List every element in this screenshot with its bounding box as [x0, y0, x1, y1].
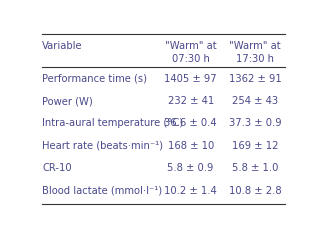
Text: 5.8 ± 0.9: 5.8 ± 0.9	[167, 163, 214, 173]
Text: 10.8 ± 2.8: 10.8 ± 2.8	[229, 186, 281, 196]
Text: 36.6 ± 0.4: 36.6 ± 0.4	[164, 119, 217, 128]
Text: 169 ± 12: 169 ± 12	[232, 141, 278, 151]
Text: 1362 ± 91: 1362 ± 91	[229, 74, 281, 84]
Text: Performance time (s): Performance time (s)	[42, 74, 147, 84]
Text: Heart rate (beats·min⁻¹): Heart rate (beats·min⁻¹)	[42, 141, 163, 151]
Text: CR-10: CR-10	[42, 163, 72, 173]
Text: 168 ± 10: 168 ± 10	[167, 141, 214, 151]
Text: 37.3 ± 0.9: 37.3 ± 0.9	[229, 119, 281, 128]
Text: Blood lactate (mmol·l⁻¹): Blood lactate (mmol·l⁻¹)	[42, 186, 162, 196]
Text: Variable: Variable	[42, 41, 83, 51]
Text: 232 ± 41: 232 ± 41	[167, 96, 214, 106]
Text: Power (W): Power (W)	[42, 96, 93, 106]
Text: 5.8 ± 1.0: 5.8 ± 1.0	[232, 163, 278, 173]
Text: Intra-aural temperature (°C): Intra-aural temperature (°C)	[42, 119, 183, 128]
Text: 1405 ± 97: 1405 ± 97	[164, 74, 217, 84]
Text: "Warm" at
07:30 h: "Warm" at 07:30 h	[165, 41, 217, 64]
Text: 10.2 ± 1.4: 10.2 ± 1.4	[164, 186, 217, 196]
Text: "Warm" at
17:30 h: "Warm" at 17:30 h	[229, 41, 281, 64]
Text: 254 ± 43: 254 ± 43	[232, 96, 278, 106]
